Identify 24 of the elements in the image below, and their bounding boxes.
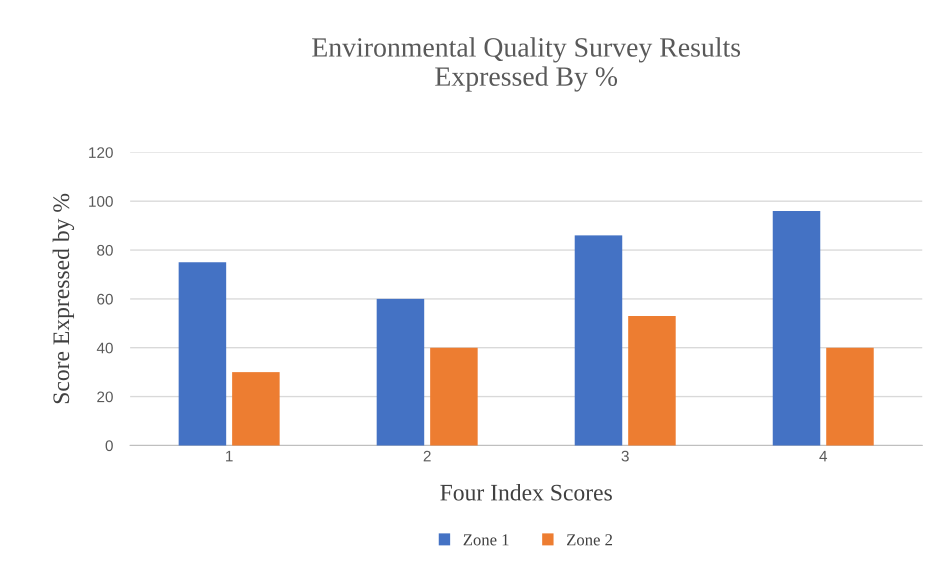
bar bbox=[574, 235, 622, 446]
chart-title: Environmental Quality Survey Results Expressed By % bbox=[312, 37, 740, 92]
legend-label: Zone 2 bbox=[566, 534, 612, 546]
x-tick-label: 3 bbox=[622, 450, 629, 462]
y-tick-label: 40 bbox=[96, 342, 113, 354]
bar bbox=[628, 316, 676, 446]
bar bbox=[430, 348, 478, 446]
bar bbox=[826, 348, 874, 446]
x-tick-label: 4 bbox=[819, 450, 828, 462]
bar bbox=[232, 372, 280, 446]
y-tick-label: 0 bbox=[106, 440, 113, 452]
y-tick-label: 120 bbox=[89, 147, 113, 158]
legend-label: Zone 1 bbox=[464, 534, 509, 546]
y-tick-label: 80 bbox=[97, 244, 113, 256]
y-tick-label: 100 bbox=[89, 196, 113, 207]
y-axis-title: Score Expressed by % bbox=[52, 194, 74, 404]
y-tick-label: 60 bbox=[97, 294, 113, 305]
x-axis-title: Four Index Scores bbox=[440, 484, 612, 501]
bar bbox=[178, 262, 226, 446]
y-tick-label: 20 bbox=[97, 391, 113, 402]
bar bbox=[772, 210, 820, 446]
bar bbox=[376, 298, 424, 446]
x-tick-label: 1 bbox=[226, 450, 233, 462]
x-tick-label: 2 bbox=[424, 450, 431, 462]
